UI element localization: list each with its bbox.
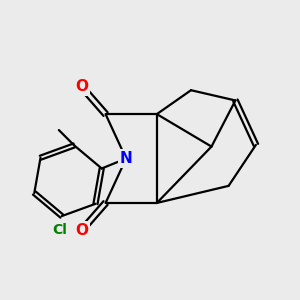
Text: O: O <box>75 79 88 94</box>
Text: N: N <box>120 151 133 166</box>
Text: Cl: Cl <box>52 224 68 237</box>
Text: O: O <box>75 223 88 238</box>
